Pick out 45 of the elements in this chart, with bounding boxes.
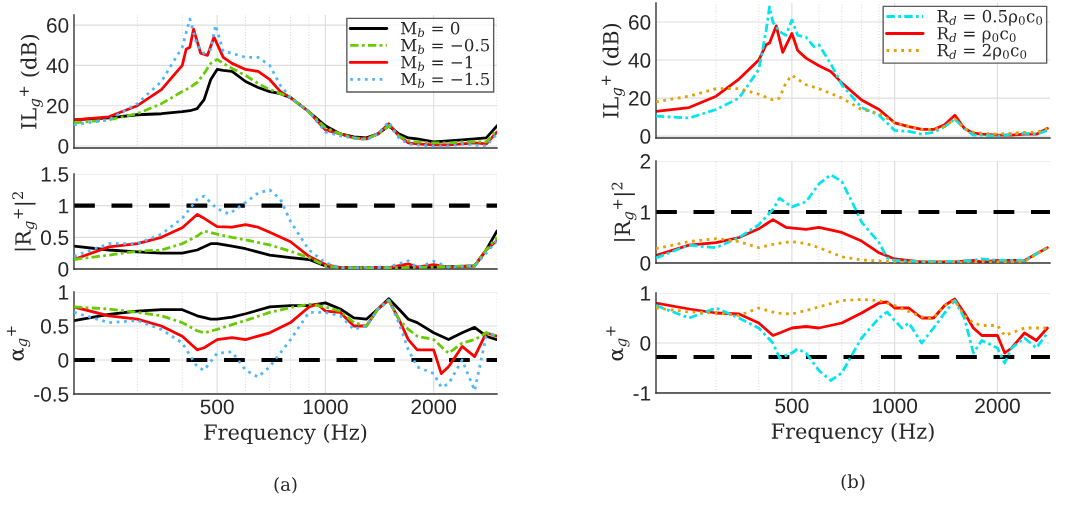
- x-tick-label: 1000: [303, 399, 348, 415]
- x-tick-label: 500: [775, 398, 809, 414]
- legend-label: R$_{d}$ = ρ$_{0}$c$_{0}$: [937, 27, 1016, 43]
- text: (a): [274, 477, 297, 494]
- x-axis-title: Frequency (Hz): [771, 422, 934, 444]
- y-tick-label: 2: [640, 154, 651, 169]
- x-tick-label: 1000: [873, 398, 918, 414]
- legend-label: M$_{b}$ = −1.5: [401, 72, 490, 88]
- y-tick-label: 0: [640, 336, 651, 351]
- y-tick-label: 60: [47, 18, 69, 33]
- y-axis-title: IL$_{g}$$^{+}$ (dB): [601, 23, 625, 118]
- x-tick-label: 2000: [411, 399, 457, 415]
- y-tick-label: -1: [633, 386, 651, 401]
- y-axis-title: |R$_{g}$$^{+}$|$^{2}$: [12, 192, 38, 251]
- x-tick-label: 500: [200, 399, 234, 415]
- legend-label: R$_{d}$ = 2ρ$_{0}$c$_{0}$: [937, 43, 1027, 60]
- y-tick-label: 20: [47, 98, 69, 114]
- y-tick-label: 0: [58, 353, 69, 368]
- legend-label: M$_{b}$ = −1: [401, 55, 473, 71]
- y-tick-label: 1.5: [41, 167, 69, 182]
- y-axis-title: α$_{g}$$^{+}$: [6, 326, 31, 361]
- y-tick-label: 0: [640, 129, 651, 144]
- y-tick-label: 20: [629, 91, 651, 106]
- y-tick-label: 40: [46, 58, 69, 74]
- y-axis-title: IL$_{g}$$^{+}$ (dB): [19, 34, 43, 129]
- y-tick-label: 0: [58, 138, 69, 154]
- legend-label: R$_{d}$ = 0.5ρ$_{0}$c$_{0}$: [937, 9, 1043, 26]
- y-axis-title: α$_{g}$$^{+}$: [606, 326, 630, 361]
- y-tick-label: 0: [640, 256, 651, 271]
- y-tick-label: 0: [58, 262, 69, 277]
- x-tick-label: 2000: [975, 398, 1020, 414]
- y-tick-label: 1: [641, 286, 651, 301]
- y-tick-label: -0.5: [34, 387, 69, 402]
- x-axis-title: Frequency (Hz): [204, 423, 367, 445]
- legend-label: M$_{b}$ = 0: [401, 21, 460, 37]
- y-tick-label: 1: [59, 285, 69, 300]
- y-tick-label: 0.5: [40, 230, 69, 246]
- text: (b): [841, 474, 865, 491]
- y-tick-label: 1: [59, 198, 69, 214]
- legend-label: M$_{b}$ = −0.5: [401, 38, 490, 54]
- y-tick-label: 1: [641, 205, 651, 220]
- y-axis-title: |R$_{g}$$^{+}$|$^{2}$: [611, 182, 637, 241]
- y-tick-label: 60: [629, 15, 651, 30]
- y-tick-label: 40: [628, 53, 651, 68]
- y-tick-label: 0.5: [40, 319, 69, 334]
